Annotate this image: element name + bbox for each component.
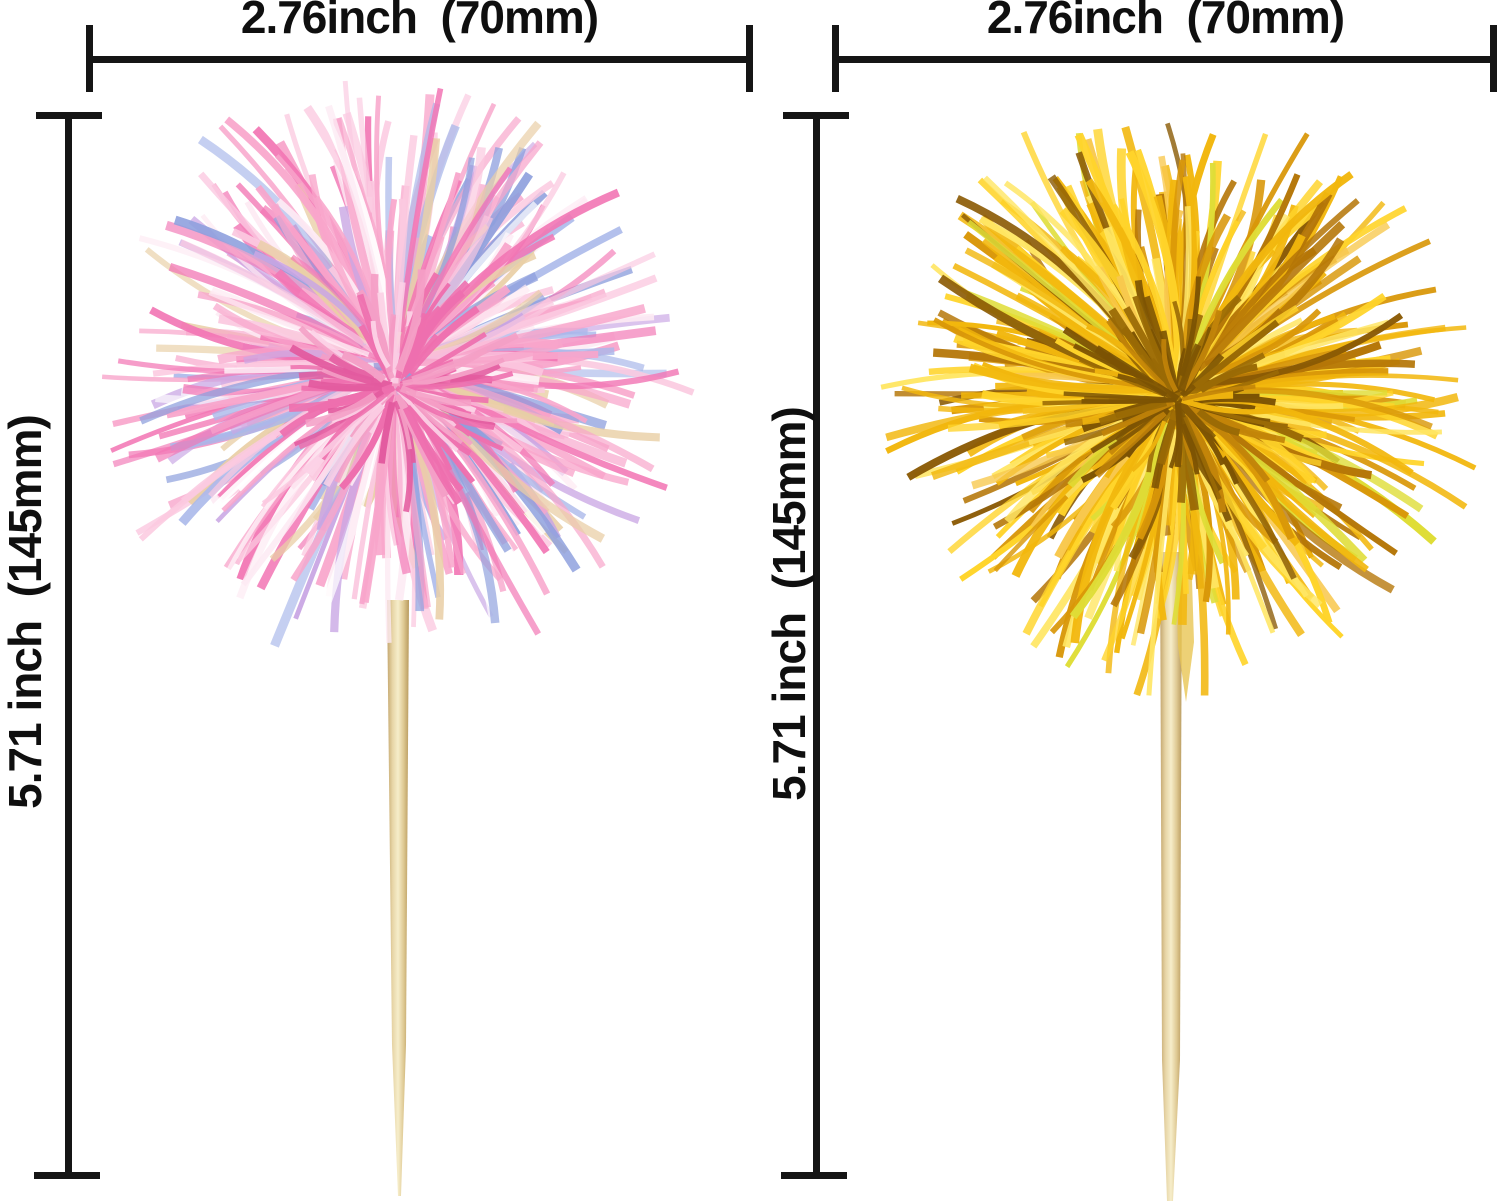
bamboo-stick bbox=[387, 600, 409, 1196]
height-dimension-label-pink: 5.71 inch (145mm) bbox=[0, 415, 51, 809]
height-dimension-line-gold bbox=[813, 115, 820, 1176]
height-dimension-tick-top-pink bbox=[36, 112, 102, 119]
height-dimension-tick-top-gold bbox=[783, 112, 849, 119]
width-dimension-tick-left-pink bbox=[86, 25, 93, 92]
width-dimension-line-pink bbox=[89, 56, 750, 63]
height-dimension-label-gold: 5.71 inch (145mm) bbox=[763, 407, 815, 801]
width-dimension-tick-left-gold bbox=[832, 25, 839, 92]
height-dimension-tick-bottom-gold bbox=[781, 1172, 847, 1179]
height-dimension-line-pink bbox=[65, 115, 72, 1176]
gold-tinsel-pom-pick bbox=[880, 122, 1477, 697]
bamboo-stick bbox=[1160, 552, 1182, 1201]
width-dimension-label-pink: 2.76inch (70mm) bbox=[240, 0, 599, 43]
width-dimension-tick-right-pink bbox=[746, 25, 753, 92]
width-dimension-tick-right-gold bbox=[1490, 25, 1497, 92]
height-dimension-tick-bottom-pink bbox=[34, 1172, 100, 1179]
width-dimension-label-gold: 2.76inch (70mm) bbox=[986, 0, 1345, 43]
pink-iridescent-tinsel-pom-pick bbox=[101, 80, 695, 649]
width-dimension-line-gold bbox=[835, 56, 1496, 63]
